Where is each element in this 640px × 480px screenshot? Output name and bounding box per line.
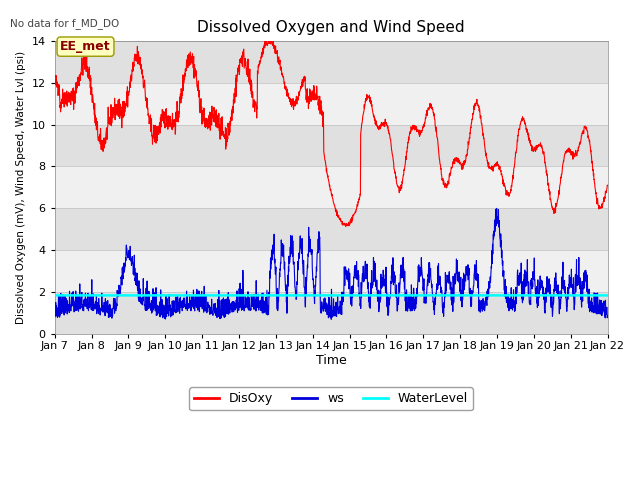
Title: Dissolved Oxygen and Wind Speed: Dissolved Oxygen and Wind Speed <box>197 20 465 36</box>
Bar <box>54 124 607 167</box>
Bar <box>54 167 607 208</box>
X-axis label: Time: Time <box>316 354 346 367</box>
Bar <box>54 250 607 292</box>
Y-axis label: Dissolved Oxygen (mV), Wind Speed, Water Lvl (psi): Dissolved Oxygen (mV), Wind Speed, Water… <box>16 51 26 324</box>
Legend: DisOxy, ws, WaterLevel: DisOxy, ws, WaterLevel <box>189 387 473 410</box>
Bar <box>54 208 607 250</box>
Text: EE_met: EE_met <box>60 40 111 53</box>
Bar <box>54 41 607 83</box>
Bar <box>54 292 607 334</box>
Text: No data for f_MD_DO: No data for f_MD_DO <box>10 18 120 29</box>
Bar <box>54 83 607 124</box>
